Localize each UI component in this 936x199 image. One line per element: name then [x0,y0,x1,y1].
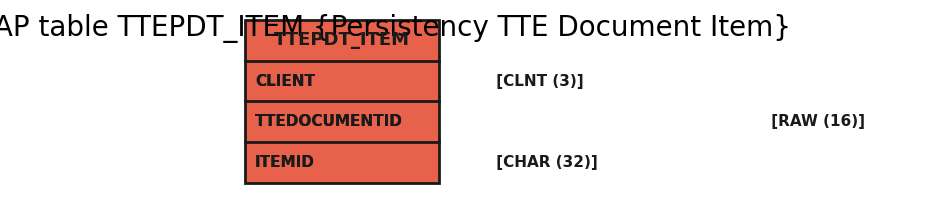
FancyBboxPatch shape [244,20,439,183]
Text: [CLNT (3)]: [CLNT (3)] [490,74,583,89]
Text: [RAW (16)]: [RAW (16)] [766,114,865,129]
Text: TTEPDT_ITEM: TTEPDT_ITEM [273,31,410,49]
Text: CLIENT: CLIENT [255,74,314,89]
Text: ITEMID: ITEMID [255,155,314,170]
Text: TTEDOCUMENTID: TTEDOCUMENTID [255,114,402,129]
Text: [CHAR (32)]: [CHAR (32)] [490,155,597,170]
Text: SAP ABAP table TTEPDT_ITEM {Persistency TTE Document Item}: SAP ABAP table TTEPDT_ITEM {Persistency … [0,14,791,43]
Text: TTEDOCUMENTID: TTEDOCUMENTID [255,114,402,129]
Text: CLIENT: CLIENT [255,74,314,89]
Text: ITEMID: ITEMID [255,155,314,170]
